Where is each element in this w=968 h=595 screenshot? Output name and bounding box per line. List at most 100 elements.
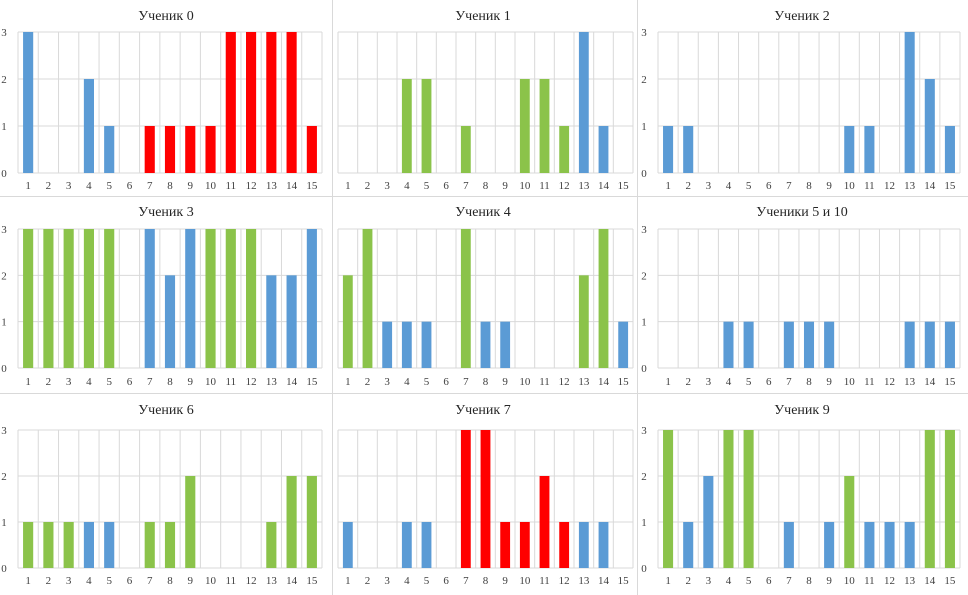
bar — [539, 79, 550, 173]
x-tick-label: 8 — [167, 575, 173, 587]
bar — [944, 126, 955, 173]
x-tick-label: 14 — [924, 180, 936, 192]
bar — [185, 229, 196, 368]
bar — [578, 275, 589, 368]
bar — [904, 522, 915, 568]
x-tick-label: 15 — [618, 575, 630, 587]
bar — [23, 32, 34, 173]
y-tick-label: 2 — [641, 471, 647, 483]
bar — [598, 522, 609, 568]
chart-title: Ученик 7 — [455, 403, 510, 418]
x-tick-label: 10 — [519, 575, 531, 587]
x-tick-label: 5 — [424, 575, 430, 587]
bar — [783, 321, 794, 368]
bar — [205, 229, 216, 368]
y-tick-label: 2 — [1, 74, 7, 86]
bar — [743, 321, 754, 368]
x-tick-label: 7 — [147, 575, 153, 587]
y-tick-label: 3 — [641, 425, 647, 437]
bar — [723, 430, 734, 568]
x-tick-label: 14 — [924, 376, 936, 388]
x-tick-label: 5 — [746, 180, 752, 192]
x-tick-label: 3 — [66, 376, 72, 388]
x-tick-label: 2 — [685, 575, 691, 587]
x-tick-label: 9 — [188, 575, 194, 587]
x-tick-label: 1 — [345, 376, 351, 388]
bar — [185, 476, 196, 568]
x-tick-label: 3 — [66, 575, 72, 587]
x-tick-label: 8 — [806, 180, 812, 192]
bar — [266, 32, 277, 173]
bar — [480, 321, 491, 368]
y-tick-label: 3 — [1, 224, 7, 236]
x-tick-label: 13 — [578, 180, 590, 192]
y-tick-label: 1 — [1, 517, 7, 529]
bar — [401, 321, 412, 368]
x-tick-label: 4 — [726, 376, 732, 388]
x-tick-label: 9 — [826, 575, 832, 587]
bar — [43, 522, 54, 568]
bar — [824, 522, 835, 568]
y-tick-label: 0 — [641, 168, 647, 180]
bar — [63, 522, 74, 568]
panel-divider — [0, 393, 968, 394]
x-tick-label: 11 — [539, 376, 550, 388]
bar — [164, 275, 176, 368]
bar — [225, 229, 236, 368]
bar — [306, 229, 317, 368]
x-tick-label: 4 — [86, 575, 92, 587]
chart-title: Ученики 5 и 10 — [756, 205, 847, 220]
bar — [104, 126, 115, 173]
bar — [904, 32, 915, 173]
x-tick-label: 9 — [826, 376, 832, 388]
bar — [164, 126, 176, 173]
x-tick-label: 13 — [904, 376, 916, 388]
bar — [246, 229, 257, 368]
x-tick-label: 2 — [685, 376, 691, 388]
x-tick-label: 12 — [884, 575, 895, 587]
x-tick-label: 7 — [786, 180, 792, 192]
x-tick-label: 7 — [147, 376, 153, 388]
bar — [618, 321, 629, 368]
y-tick-label: 3 — [641, 224, 647, 236]
x-tick-label: 4 — [86, 376, 92, 388]
x-tick-label: 9 — [502, 376, 508, 388]
x-tick-label: 2 — [46, 575, 52, 587]
x-tick-label: 14 — [286, 376, 298, 388]
x-tick-label: 11 — [226, 180, 237, 192]
x-tick-label: 12 — [559, 180, 570, 192]
bar — [844, 476, 855, 568]
bar — [559, 126, 570, 173]
bar — [104, 229, 115, 368]
x-tick-label: 5 — [106, 180, 112, 192]
bar — [539, 476, 550, 568]
x-tick-label: 7 — [463, 575, 469, 587]
y-tick-label: 3 — [641, 27, 647, 39]
x-tick-label: 4 — [404, 575, 410, 587]
bar — [83, 79, 94, 173]
x-tick-label: 14 — [598, 180, 610, 192]
bar — [286, 32, 297, 173]
bar — [460, 229, 471, 368]
x-tick-label: 8 — [483, 575, 489, 587]
x-tick-label: 5 — [746, 376, 752, 388]
bar — [205, 126, 216, 173]
x-tick-label: 3 — [66, 180, 72, 192]
bar — [924, 79, 935, 173]
x-tick-label: 5 — [746, 575, 752, 587]
y-tick-label: 3 — [1, 425, 7, 437]
y-tick-label: 3 — [1, 27, 7, 39]
bar — [382, 321, 393, 368]
x-tick-label: 10 — [844, 575, 856, 587]
bar — [144, 229, 155, 368]
x-tick-label: 9 — [826, 180, 832, 192]
bar — [944, 430, 955, 568]
x-tick-label: 14 — [286, 575, 298, 587]
bar — [460, 430, 471, 568]
x-tick-label: 13 — [904, 575, 916, 587]
panel-divider — [0, 196, 968, 197]
x-tick-label: 10 — [205, 376, 217, 388]
x-tick-label: 12 — [246, 376, 257, 388]
x-tick-label: 7 — [463, 376, 469, 388]
